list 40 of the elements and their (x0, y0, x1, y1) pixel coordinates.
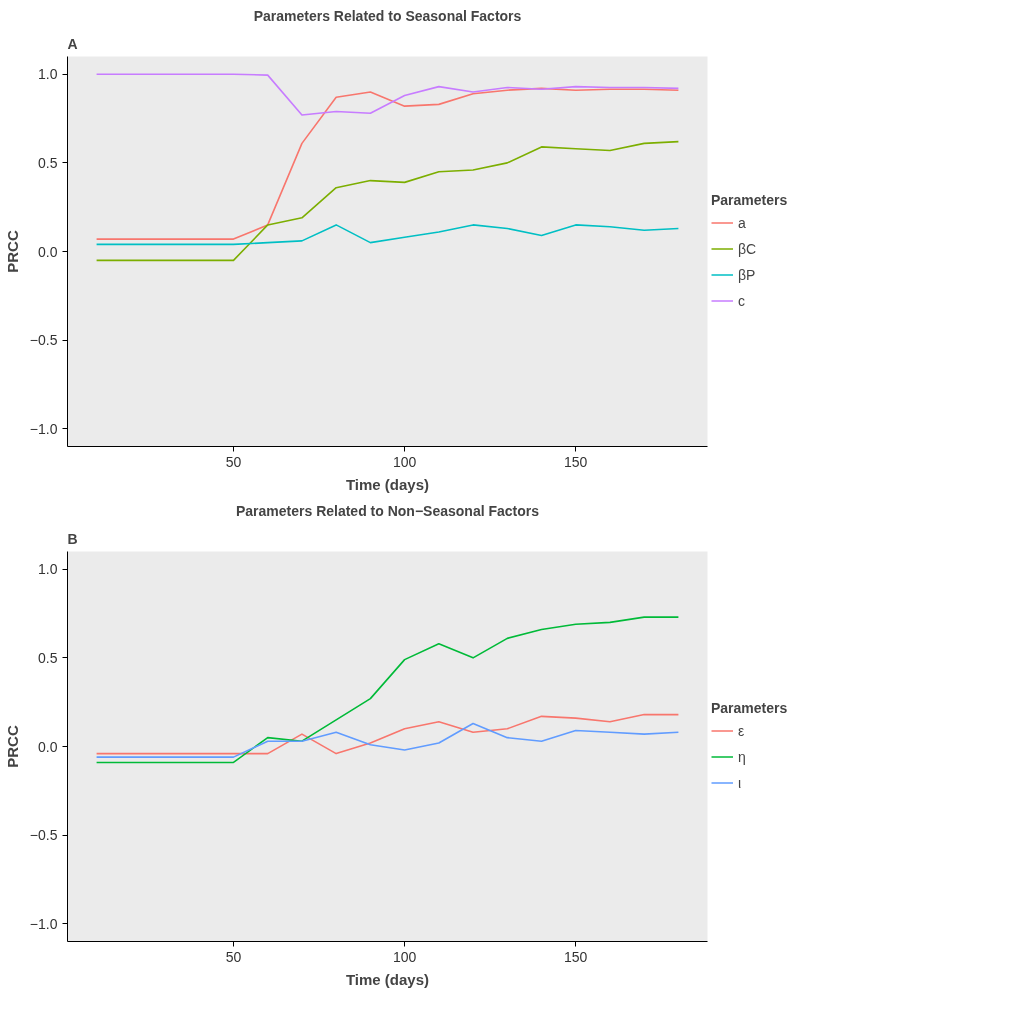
legend-label: c (738, 292, 746, 309)
text: A (67, 35, 78, 52)
chart-title: Parameters Related to Non−Seasonal Factors (235, 502, 540, 519)
y-tick-label: 1.0 (38, 561, 58, 578)
x-axis-title: Time (days) (345, 475, 430, 493)
y-tick-label: 0.5 (38, 649, 58, 666)
y-tick-label: −0.5 (29, 332, 58, 349)
line-series (95, 713, 680, 755)
line-series (95, 224, 680, 246)
legend-title: Parameters (711, 191, 788, 208)
x-tick-label: 50 (225, 948, 242, 965)
y-tick-label: 0.5 (38, 154, 58, 171)
legend-label: ε (738, 722, 746, 739)
x-tick-label: 150 (564, 948, 588, 965)
line-series (95, 73, 680, 116)
x-tick-label: 150 (564, 453, 588, 470)
y-tick-label: 0.0 (38, 738, 58, 755)
line-series (95, 616, 680, 764)
y-tick-label: 1.0 (38, 66, 58, 83)
y-axis-title: PRCC (3, 725, 21, 768)
legend-title: Parameters (711, 699, 788, 716)
y-tick-label: 0.0 (38, 243, 58, 260)
y-tick-label: −1.0 (29, 915, 58, 932)
legend-label: βC (738, 240, 758, 257)
legend-label: η (738, 748, 747, 765)
y-tick-label: −0.5 (29, 827, 58, 844)
x-tick-label: 100 (392, 453, 417, 470)
x-tick-label: 50 (225, 453, 242, 470)
line-series (95, 722, 680, 758)
line-series (95, 140, 680, 262)
x-axis-title: Time (days) (345, 970, 430, 988)
legend-label: ι (738, 774, 743, 791)
line-series (95, 87, 680, 240)
text: B (67, 530, 78, 547)
legend-label: βP (738, 266, 757, 283)
y-tick-label: −1.0 (29, 420, 58, 437)
x-tick-label: 100 (392, 948, 417, 965)
chart-title: Parameters Related to Seasonal Factors (253, 7, 522, 24)
y-axis-title: PRCC (3, 230, 21, 273)
legend-label: a (738, 214, 747, 231)
